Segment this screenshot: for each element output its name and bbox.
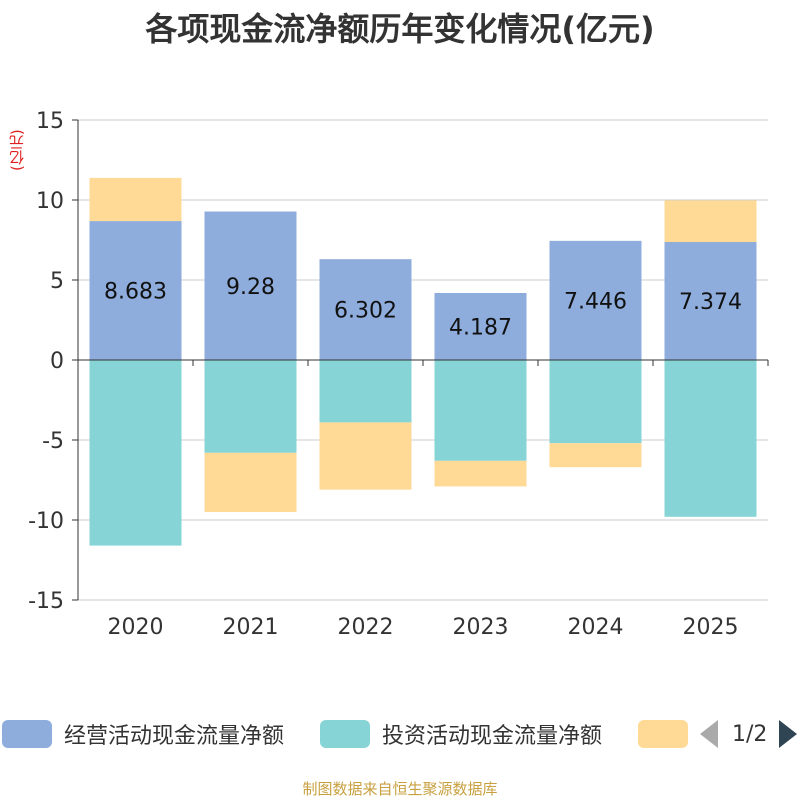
x-tick-label-2020: 2020 xyxy=(108,615,164,640)
legend-item-financing[interactable] xyxy=(638,718,700,750)
bar-chart: 15 10 5 0 -5 -10 -15 8.683 9.28 6.302 4.187 7.446 7.… xyxy=(28,109,769,640)
bar-2024-series-0 xyxy=(549,240,642,360)
legend: 经营活动现金流量净额 投资活动现金流量净额 1/2 xyxy=(0,714,800,754)
legend-item-operating[interactable]: 经营活动现金流量净额 xyxy=(2,718,284,750)
x-tick-label-2023: 2023 xyxy=(453,615,509,640)
bar-2025-series-2 xyxy=(664,200,757,243)
bar-2025-series-0 xyxy=(664,242,757,360)
y-tick-label: 0 xyxy=(50,349,64,374)
x-tick-label-2022: 2022 xyxy=(338,615,394,640)
bar-2023-series-1 xyxy=(434,360,527,461)
y-tick-label: -5 xyxy=(42,429,64,454)
data-label-2024: 7.446 xyxy=(564,289,627,314)
bar-2025-series-1 xyxy=(664,360,757,517)
bar-2022-series-1 xyxy=(319,360,412,423)
chart-title: 各项现金流净额历年变化情况(亿元) xyxy=(145,10,655,48)
y-tick-label: 5 xyxy=(50,269,64,294)
data-label-2023: 4.187 xyxy=(449,316,512,341)
prev-page-icon[interactable] xyxy=(700,720,718,748)
bar-2021-series-0 xyxy=(204,211,297,360)
data-source-note: 制图数据来自恒生聚源数据库 xyxy=(302,780,498,798)
y-tick-label: 10 xyxy=(36,189,64,214)
data-label-2020: 8.683 xyxy=(104,280,167,305)
x-tick-label-2021: 2021 xyxy=(223,615,279,640)
x-tick-label-2025: 2025 xyxy=(683,615,739,640)
data-label-2022: 6.302 xyxy=(334,299,397,324)
bar-2021-series-1 xyxy=(204,360,297,453)
bar-2020-series-2 xyxy=(89,177,182,222)
next-page-icon[interactable] xyxy=(779,720,798,748)
bar-2024-series-1 xyxy=(549,360,642,444)
y-tick-label: 15 xyxy=(36,109,64,134)
bar-2023-series-2 xyxy=(434,460,527,487)
bar-2021-series-2 xyxy=(204,452,297,512)
bar-2022-series-2 xyxy=(319,422,412,490)
data-label-2025: 7.374 xyxy=(679,290,742,315)
x-tick-label-2024: 2024 xyxy=(568,615,624,640)
legend-label-investing: 投资活动现金流量净额 xyxy=(382,724,603,749)
data-label-2021: 9.28 xyxy=(226,275,275,300)
legend-swatch-investing xyxy=(320,720,370,748)
y-tick-label: -10 xyxy=(28,509,64,534)
legend-item-investing[interactable]: 投资活动现金流量净额 xyxy=(320,718,602,750)
y-tick-label: -15 xyxy=(28,589,64,614)
bar-2022-series-0 xyxy=(319,259,412,360)
bar-2020-series-1 xyxy=(89,360,182,546)
legend-page-indicator: 1/2 xyxy=(732,721,768,747)
bar-2024-series-2 xyxy=(549,443,642,468)
legend-pager: 1/2 xyxy=(700,718,798,750)
bar-2020-series-0 xyxy=(89,221,182,360)
legend-swatch-financing xyxy=(638,720,688,748)
legend-swatch-operating xyxy=(2,720,52,748)
bar-2023-series-0 xyxy=(434,293,527,360)
legend-label-operating: 经营活动现金流量净额 xyxy=(64,724,285,749)
